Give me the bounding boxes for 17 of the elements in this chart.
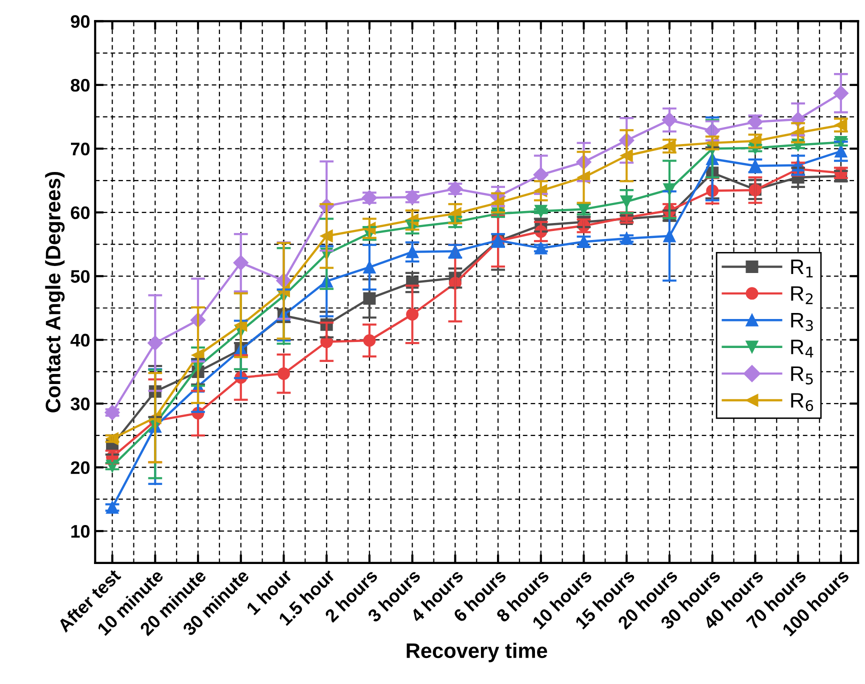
legend-label: R$_{3}$ [791,313,813,332]
legend-label: R$_{4}$ [791,340,814,358]
y-tick-label: 80 [70,78,90,92]
legend-label: R$_{1}$ [791,260,813,278]
y-tick-label: 20 [70,461,90,474]
legend-label: R$_{2}$ [791,286,813,304]
y-tick-label: 60 [70,206,90,220]
y-tick-label: 90 [70,15,90,28]
legend-label: R$_{6}$ [791,393,814,412]
y-axis-title: Contact Angle (Degrees) [45,172,65,412]
y-tick-label: 10 [71,525,90,538]
y-tick-label: 70 [70,142,90,156]
legend-label: R$_{5}$ [791,366,813,384]
y-tick-label: 30 [70,398,90,410]
x-axis-title: Recovery time [406,642,548,662]
y-tick-label: 50 [70,270,90,283]
y-tick-label: 40 [70,334,90,347]
